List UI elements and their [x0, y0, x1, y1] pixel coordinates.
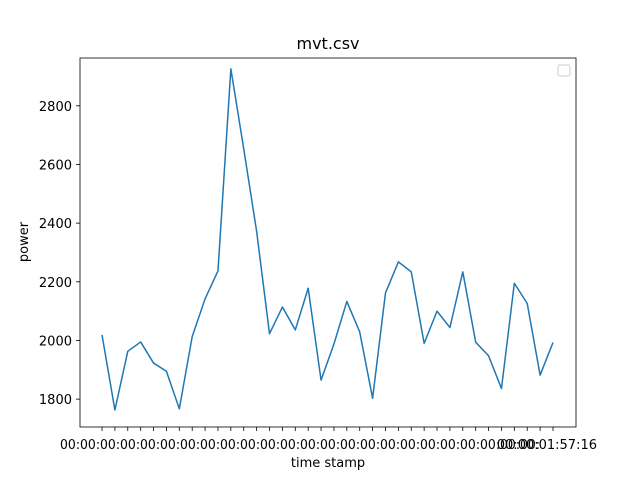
y-tick-label: 1800 [39, 393, 72, 408]
x-axis-ticks: 00:00:00:00:00:00:00:00:00:00:00:00:00:0… [60, 427, 554, 453]
y-tick-label: 2200 [39, 276, 72, 291]
x-tick-label-overlap: 00:00:00:00:00:00:00:00:00:00:00:00:00:0… [60, 438, 540, 453]
y-tick-label: 2800 [39, 100, 72, 115]
y-tick-label: 2000 [39, 334, 72, 349]
x-tick-label: 00:00:01:57:16 [497, 438, 597, 453]
chart-title: mvt.csv [296, 34, 359, 53]
legend-box [557, 64, 571, 77]
plot-area [80, 58, 576, 427]
y-axis-label: power [17, 221, 32, 262]
plot-frame [79, 57, 577, 428]
y-tick-label: 2400 [39, 217, 72, 232]
x-axis-label: time stamp [291, 456, 365, 471]
series-line [101, 68, 554, 411]
y-tick-label: 2600 [39, 158, 72, 173]
y-axis-ticks: 1800 2000 2200 2400 2600 2800 [39, 100, 80, 408]
